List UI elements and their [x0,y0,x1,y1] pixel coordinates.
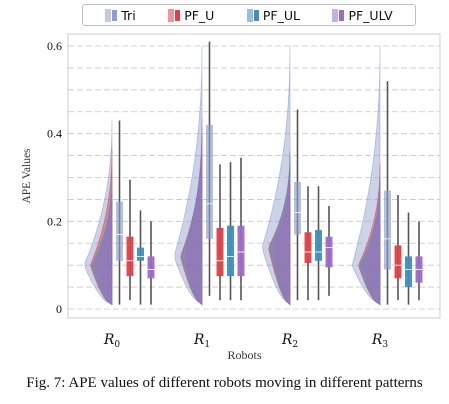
violin-pf-ulv [184,118,203,306]
box-tri [206,124,213,239]
box-pf-ul [405,256,412,288]
violin-pf-ulv [272,166,291,306]
y-tick-label: 0.2 [47,214,62,228]
legend-label-pf-u: PF_U [184,7,215,23]
y-tick-label: 0.6 [47,39,62,53]
plot-area: 0 0.2 0.4 0.6 APE Values R0 R1 R2 R3 [21,33,441,350]
x-tick-label: R0 [103,332,121,350]
x-tick-label: R3 [371,332,389,350]
violin-pf-ulv [362,181,381,306]
box-tri [116,201,123,261]
box-pf-ul [137,247,144,261]
box-pf-ulv [237,225,245,277]
y-tick-label: 0 [56,302,62,316]
figure-caption: Fig. 7: APE values of different robots m… [26,375,423,391]
x-axis-title: Robots [227,348,262,362]
box-pf-ulv [325,236,333,268]
box-tri [294,181,301,235]
box-pf-ul [227,225,234,277]
box-pf-u [394,245,402,279]
legend-item-tri: Tri [105,7,136,23]
legend-swatch-tri [105,8,118,22]
box-tri [384,190,391,270]
legend-label-pf-ulv: PF_ULV [348,7,393,23]
plot-frame [67,33,441,319]
x-tick-label: R2 [281,332,298,350]
legend-item-pf-u: PF_U [168,8,214,23]
box-pf-u [126,236,134,277]
legend-item-pf-ulv: PF_ULV [332,7,393,23]
legend: Tri PF_U PF_UL PF_ULV [82,4,416,26]
x-tick-label: R1 [193,332,210,350]
legend-item-pf-ul: PF_UL [246,7,300,23]
legend-label-pf-ul: PF_UL [262,7,300,23]
box-pf-u [304,232,312,263]
legend-label-tri: Tri [121,7,136,23]
box-pf-ulv [147,256,155,279]
y-tick-label: 0.4 [47,127,62,141]
box-pf-u [216,227,224,277]
y-axis-title: APE Values [21,148,33,204]
violin-pf-ulv [94,181,113,306]
legend-swatch-pf-ulv [332,8,345,22]
legend-swatch-pf-ul [246,8,259,22]
box-pf-ul [315,230,322,261]
legend-swatch-pf-u [168,8,181,22]
